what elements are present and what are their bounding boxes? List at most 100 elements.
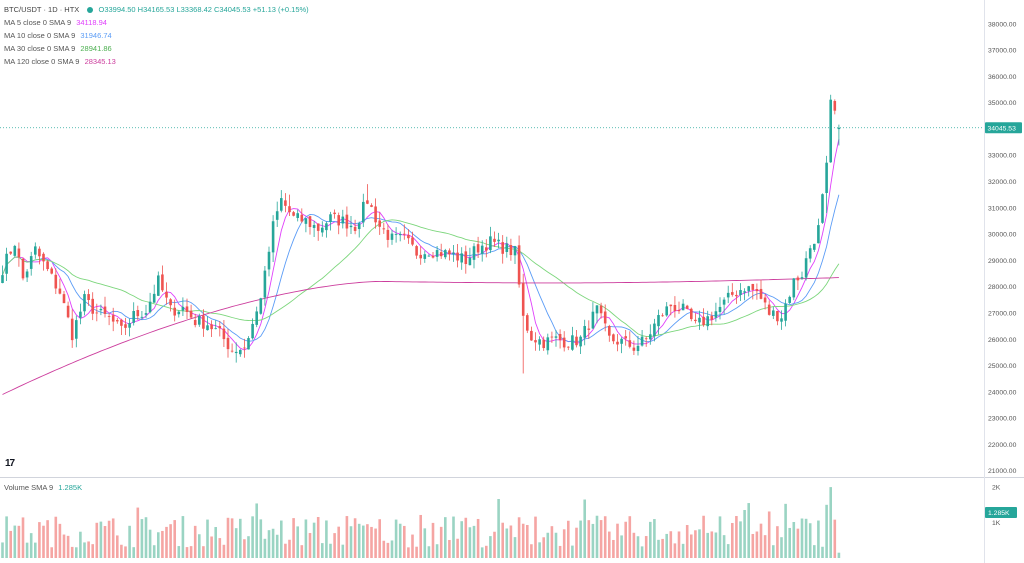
candle-body <box>546 337 550 351</box>
candle-body <box>198 316 201 325</box>
candle-body <box>210 324 213 330</box>
volume-bar <box>382 540 386 558</box>
volume-bar <box>485 545 488 558</box>
indicator-ma30[interactable]: MA 30 close 0 SMA 9 28941.86 <box>4 42 309 55</box>
volume-bar <box>226 517 230 558</box>
candle-body <box>54 274 58 289</box>
candle-body <box>341 216 345 224</box>
candle-body <box>25 271 29 278</box>
price-tick-label: 26000.00 <box>988 337 1017 344</box>
candle-body <box>649 334 652 340</box>
indicator-ma120[interactable]: MA 120 close 0 SMA 9 28345.13 <box>4 55 309 68</box>
candle-body <box>29 256 33 269</box>
volume-bar <box>751 533 755 558</box>
candle-body <box>316 223 320 231</box>
volume-bar <box>91 544 94 558</box>
candle-body <box>685 305 689 309</box>
candle-body <box>661 315 664 317</box>
candle-body <box>710 315 714 320</box>
ma5-line <box>2 138 840 351</box>
candle-body <box>239 349 242 355</box>
candle-body <box>575 336 578 346</box>
volume-bar <box>817 520 820 558</box>
candle-body <box>46 261 49 270</box>
candle-body <box>280 198 283 211</box>
candle-body <box>247 338 250 350</box>
candle-body <box>275 211 279 220</box>
volume-bar <box>234 528 238 558</box>
candle-body <box>829 99 832 163</box>
volume-tick-label: 2K <box>992 485 1001 492</box>
volume-legend[interactable]: Volume SMA 9 1.285K <box>4 483 82 492</box>
volume-bar <box>34 542 37 558</box>
volume-bar <box>808 523 812 558</box>
candle-body <box>349 225 353 228</box>
volume-bar <box>489 536 492 558</box>
volume-bar <box>644 536 648 558</box>
legend: BTC/USDT · 1D · HTX O33994.50 H34165.53 … <box>4 3 309 68</box>
price-tick-label: 33000.00 <box>988 153 1017 160</box>
volume-bar <box>710 531 714 558</box>
volume-bar <box>452 516 455 558</box>
volume-bar <box>345 516 349 558</box>
price-tick-label: 22000.00 <box>988 442 1017 449</box>
volume-bar <box>530 544 533 558</box>
volume-bar <box>300 545 304 558</box>
volume-bar <box>157 532 160 558</box>
volume-bar <box>632 532 636 558</box>
volume-bar <box>304 519 308 558</box>
symbol-label[interactable]: BTC/USDT · 1D · HTX <box>4 5 80 14</box>
candle-body <box>784 303 787 321</box>
candle-body <box>571 335 574 350</box>
volume-bar <box>316 516 320 558</box>
candle-body <box>17 248 21 258</box>
indicator-label: MA 120 close 0 SMA 9 <box>4 57 80 66</box>
candle-body <box>427 255 431 257</box>
volume-bar <box>776 526 779 558</box>
volume-bar <box>152 545 156 558</box>
candle-body <box>300 214 304 222</box>
candle-body <box>423 254 427 259</box>
volume-bar <box>46 520 49 558</box>
market-status-icon <box>87 7 94 14</box>
volume-bar <box>214 527 217 558</box>
candle-body <box>304 218 308 224</box>
candle-body <box>616 341 619 345</box>
volume-bar <box>308 532 312 558</box>
volume-legend-label: Volume SMA 9 <box>4 483 54 492</box>
candle-body <box>677 310 681 312</box>
volume-bar <box>509 525 513 558</box>
candle-body <box>759 288 763 299</box>
volume-bar <box>735 516 738 558</box>
volume-bar <box>267 530 271 558</box>
candle-body <box>165 291 168 298</box>
volume-bar <box>448 539 451 558</box>
volume-bar <box>538 542 541 558</box>
candle-body <box>821 194 824 223</box>
indicator-ma10[interactable]: MA 10 close 0 SMA 9 31946.74 <box>4 29 309 42</box>
volume-bar <box>562 529 566 558</box>
candle-body <box>521 283 525 316</box>
volume-bar <box>230 518 234 558</box>
candle-body <box>378 220 381 227</box>
tradingview-logo[interactable]: 17 <box>5 458 15 469</box>
candle-body <box>452 252 455 255</box>
indicator-ma5[interactable]: MA 5 close 0 SMA 9 34118.94 <box>4 16 309 29</box>
volume-bar <box>366 524 369 558</box>
candle-body <box>562 337 566 348</box>
candle-body <box>657 315 660 327</box>
candle-body <box>79 311 82 318</box>
volume-bar <box>198 534 201 558</box>
candle-body <box>624 336 627 339</box>
candle-body <box>226 337 230 350</box>
indicator-value: 34118.94 <box>76 18 107 27</box>
candle-body <box>321 227 324 233</box>
candle-body <box>636 345 640 351</box>
volume-bar <box>579 520 582 558</box>
candle-body <box>271 221 275 253</box>
volume-bar <box>685 525 689 558</box>
candle-body <box>259 298 263 314</box>
candle-body <box>333 212 336 215</box>
